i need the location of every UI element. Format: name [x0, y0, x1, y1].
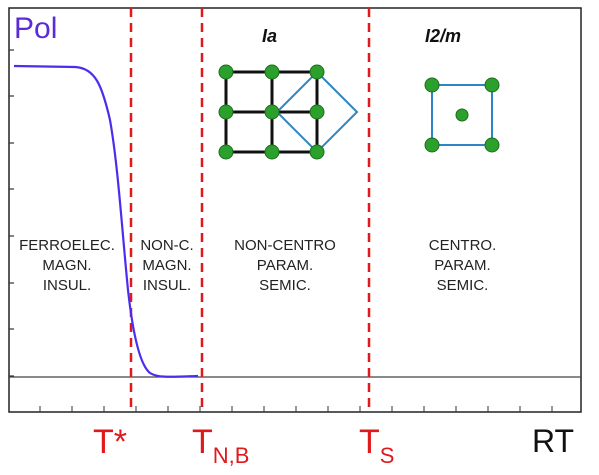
transition-lines [129, 8, 371, 412]
transition-label-t-star: T* [93, 423, 127, 461]
y-axis-label: Pol [14, 12, 58, 45]
region-non-centro-param: NON-CENTRO PARAM. SEMIC. [234, 237, 336, 294]
transition-label-t-nb: TN,B [192, 423, 250, 468]
space-group-i2m-label: I2/m [425, 26, 462, 46]
region-ferroelectric: FERROELEC. MAGN. INSUL. [19, 237, 115, 294]
region-centro-param: CENTRO. PARAM. SEMIC. [428, 237, 497, 294]
x-axis-ticks [39, 406, 553, 412]
x-axis-end-label: RT [532, 423, 575, 459]
region-non-centro-magnetic: NON-C. MAGN. INSUL. [140, 237, 194, 294]
space-group-ia-label: Ia [262, 26, 278, 46]
i2m-structure-icon [424, 77, 500, 153]
polarization-curve [13, 64, 199, 378]
y-axis-ticks [9, 49, 14, 377]
plot-frame [8, 7, 582, 413]
ia-structure-icon [218, 64, 359, 160]
transition-label-t-s: TS [359, 423, 395, 468]
